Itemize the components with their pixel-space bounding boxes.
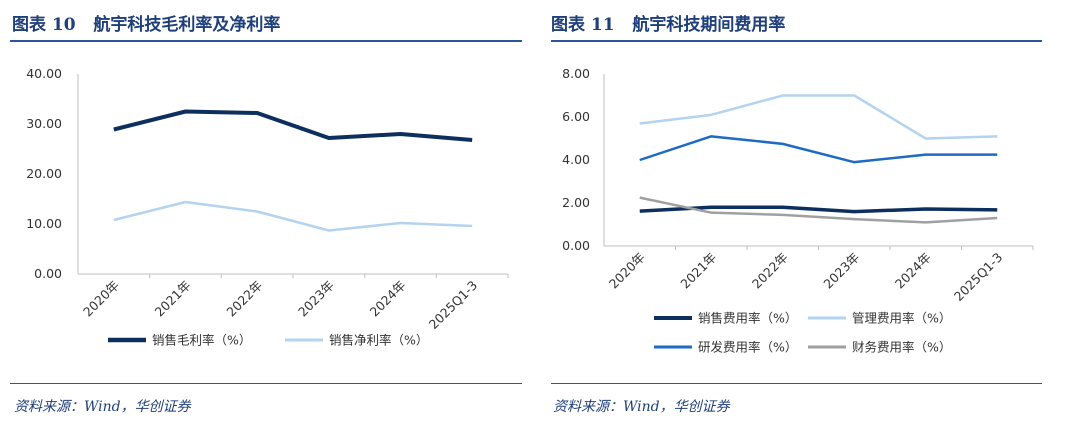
source-divider-right <box>551 383 1042 384</box>
y-tick-label: 8.00 <box>562 66 590 81</box>
legend-label: 销售净利率（%） <box>329 333 428 348</box>
x-tick-label: 2024年 <box>892 250 934 292</box>
y-tick-label: 40.00 <box>26 66 62 81</box>
legend-label: 研发费用率（%） <box>698 340 797 355</box>
y-tick-label: 0.00 <box>34 266 62 281</box>
x-tick-label: 2025Q1-3 <box>426 278 481 333</box>
legend-label: 销售毛利率（%） <box>152 333 251 348</box>
title-underline-right <box>551 40 1042 42</box>
y-tick-label: 4.00 <box>562 152 590 167</box>
series-line-0 <box>639 205 998 214</box>
x-tick-label: 2021年 <box>677 250 719 292</box>
series-line-3 <box>639 196 998 224</box>
x-tick-label: 2020年 <box>80 278 122 320</box>
source-divider-left <box>10 383 522 384</box>
series-line-1 <box>639 94 998 140</box>
y-tick-label: 30.00 <box>26 116 62 131</box>
source-note-right: 资料来源：Wind，华创证券 <box>553 399 730 415</box>
x-tick-label: 2022年 <box>749 250 791 292</box>
chart-1: 0.00 2.00 4.00 6.00 8.00 2020年 2021年 2022年 2023年… <box>562 66 1034 355</box>
x-tick-label: 2023年 <box>295 278 337 320</box>
y-tick-label: 20.00 <box>26 166 62 181</box>
series-line-0 <box>113 109 473 142</box>
x-tick-label: 2025Q1-3 <box>951 250 1006 305</box>
title-underline-left <box>10 40 522 42</box>
x-tick-label: 2022年 <box>223 278 265 320</box>
series-line-2 <box>639 135 998 164</box>
y-tick-label: 0.00 <box>562 238 590 253</box>
legend-label: 管理费用率（%） <box>852 311 951 326</box>
y-tick-label: 2.00 <box>562 195 590 210</box>
y-tick-label: 10.00 <box>26 216 62 231</box>
legend-label: 财务费用率（%） <box>852 340 951 355</box>
series-line-1 <box>113 200 473 232</box>
x-tick-label: 2024年 <box>367 278 409 320</box>
y-tick-label: 6.00 <box>562 109 590 124</box>
chart-title-left: 图表 10 航宇科技毛利率及净利率 <box>12 15 281 35</box>
x-tick-label: 2021年 <box>152 278 194 320</box>
source-note-left: 资料来源：Wind，华创证券 <box>14 399 191 415</box>
x-tick-label: 2023年 <box>820 250 862 292</box>
chart-title-right: 图表 11 航宇科技期间费用率 <box>551 15 786 35</box>
legend-label: 销售费用率（%） <box>698 311 797 326</box>
chart-0: 0.00 10.00 20.00 30.00 40.00 2020年 2021年 2022年 2… <box>26 66 509 348</box>
x-tick-label: 2020年 <box>606 250 648 292</box>
